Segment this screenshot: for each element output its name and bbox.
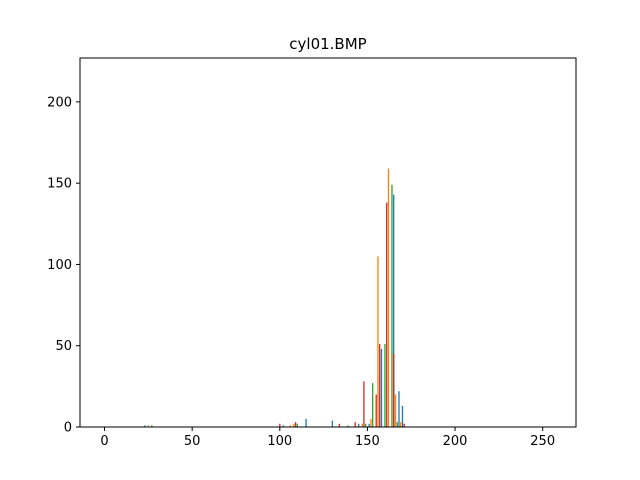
bar-series-3-4 — [363, 381, 365, 427]
bar-series-2-1 — [296, 423, 298, 427]
bar-series-0-9 — [401, 405, 404, 427]
y-tick-label-2: 100 — [47, 258, 72, 273]
bar-series-1-2 — [293, 423, 295, 427]
bar-series-0-3 — [331, 420, 334, 427]
bar-series-2-3 — [365, 423, 367, 427]
bar-series-0-1 — [282, 425, 284, 427]
bar-series-2-4 — [372, 383, 374, 427]
y-tick-label-4: 200 — [47, 95, 72, 110]
bar-series-0-7 — [393, 194, 395, 427]
bar-series-0-6 — [380, 348, 383, 427]
bar-series-3-2 — [338, 423, 341, 427]
bar-series-1-6 — [387, 168, 390, 428]
x-tick-label-5: 250 — [530, 434, 555, 449]
bar-series-2-0 — [151, 425, 153, 427]
y-tick-label-1: 50 — [55, 339, 72, 354]
bar-series-1-0 — [147, 425, 149, 427]
bar-series-3-0 — [279, 423, 281, 427]
x-tick-label-1: 50 — [184, 434, 201, 449]
x-tick-label-2: 100 — [267, 434, 292, 449]
bar-series-3-5 — [375, 394, 377, 427]
bar-series-3-6 — [379, 344, 381, 427]
y-tick-label-0: 0 — [64, 421, 72, 436]
bar-series-2-6 — [391, 184, 393, 427]
x-tick-label-3: 150 — [355, 434, 380, 449]
bar-series-3-1 — [294, 422, 297, 427]
plot-frame — [79, 57, 577, 428]
bar-series-1-1 — [289, 425, 291, 427]
bar-series-1-7 — [394, 394, 397, 427]
bar-series-1-4 — [370, 418, 372, 427]
bar-series-0-0 — [144, 425, 146, 427]
bar-series-0-8 — [398, 391, 400, 427]
y-tick-label-3: 150 — [47, 177, 72, 192]
bar-series-0-2 — [305, 418, 307, 427]
x-tick-label-4: 200 — [443, 434, 468, 449]
bar-series-2-5 — [384, 344, 386, 427]
y-axis: 0 50 100 150 200 — [47, 95, 80, 436]
bar-series-0-4 — [358, 423, 360, 427]
bar-series-1-5 — [377, 256, 379, 427]
bar-series-3-7 — [386, 202, 388, 427]
bars-layer — [144, 168, 405, 428]
bar-series-3-9 — [403, 423, 405, 427]
x-axis: 0 50 100 150 200 250 — [100, 427, 555, 449]
bar-series-3-3 — [354, 422, 356, 427]
bar-series-2-7 — [396, 422, 398, 427]
chart-title: cyl01.BMP — [289, 35, 366, 53]
bar-series-1-3 — [361, 423, 363, 427]
x-tick-label-0: 0 — [100, 434, 108, 449]
bar-series-3-8 — [393, 353, 395, 427]
bar-series-1-8 — [400, 422, 402, 427]
bar-series-0-5 — [368, 423, 370, 427]
bar-series-2-2 — [347, 425, 349, 427]
